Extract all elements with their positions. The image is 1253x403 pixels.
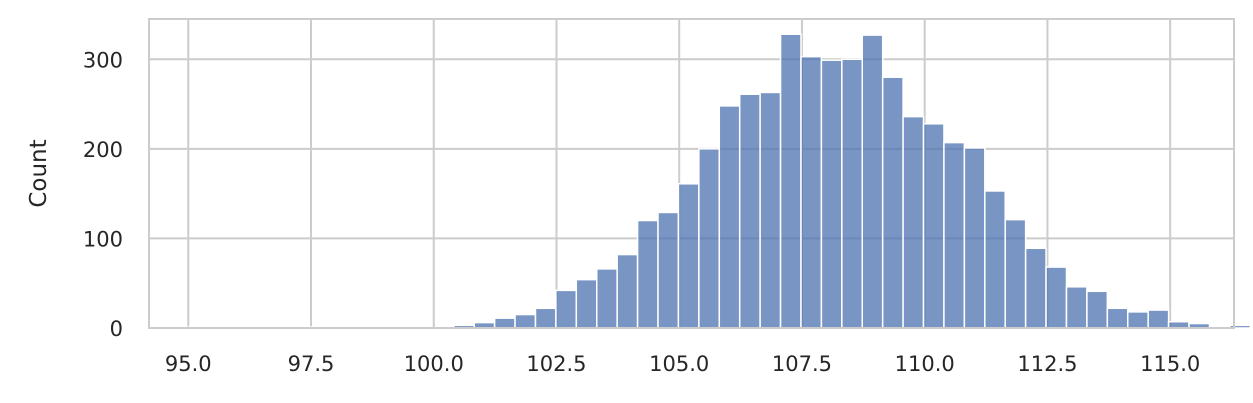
histogram-bar — [841, 58, 864, 329]
histogram-bar — [759, 91, 782, 329]
histogram-bar — [1086, 290, 1109, 329]
y-tick-label: 300 — [83, 48, 123, 72]
histogram-bar — [493, 317, 516, 329]
histogram-bar — [1147, 309, 1170, 329]
x-tick-label: 105.0 — [649, 352, 709, 376]
x-tick-label: 115.0 — [1140, 352, 1200, 376]
x-tick-label: 107.5 — [772, 352, 832, 376]
histogram-bar — [800, 55, 823, 329]
x-tick-label: 110.0 — [895, 352, 955, 376]
y-tick-labels: 0 100 200 300 — [83, 48, 123, 341]
histogram-bar — [616, 253, 639, 329]
histogram-bars — [187, 33, 1252, 329]
histogram-bar — [555, 289, 578, 329]
histogram-bar — [1024, 247, 1047, 329]
histogram-bar — [1127, 311, 1149, 329]
histogram-bar — [1065, 286, 1088, 329]
histogram-bar — [881, 76, 904, 329]
histogram-bar — [595, 268, 618, 329]
histogram-bar — [963, 147, 986, 329]
histogram-bar — [1045, 266, 1068, 329]
histogram-bar — [718, 105, 741, 329]
histogram-bar — [738, 93, 761, 329]
histogram-bar — [861, 34, 884, 329]
x-tick-label: 95.0 — [165, 352, 212, 376]
plot-area-frame — [148, 18, 1235, 329]
x-tick-label: 97.5 — [288, 352, 335, 376]
histogram-bar — [922, 123, 945, 329]
y-axis-label: Count — [26, 139, 52, 207]
histogram-bar — [779, 33, 802, 329]
histogram-bar — [514, 313, 537, 329]
histogram-bar — [943, 141, 966, 329]
histogram-bar — [984, 190, 1006, 329]
x-tick-label: 100.0 — [404, 352, 464, 376]
histogram-bar — [698, 148, 721, 329]
histogram-bar — [636, 219, 659, 329]
y-tick-label: 100 — [83, 227, 123, 251]
histogram-bar — [534, 307, 557, 329]
histogram-bar — [677, 183, 700, 329]
histogram-bar — [820, 59, 843, 329]
histogram-bar — [902, 115, 925, 329]
histogram-bar — [1106, 307, 1129, 329]
y-tick-label: 0 — [110, 317, 123, 341]
histogram-bar — [1004, 218, 1027, 329]
x-tick-label: 112.5 — [1017, 352, 1077, 376]
histogram-bar — [575, 278, 598, 329]
x-tick-labels: 95.0 97.5 100.0 102.5 105.0 107.5 110.0 112.5 11… — [165, 352, 1200, 376]
histogram-bar — [1229, 324, 1252, 329]
histogram-bar — [657, 211, 680, 329]
y-tick-label: 200 — [83, 138, 123, 162]
x-tick-label: 102.5 — [526, 352, 586, 376]
